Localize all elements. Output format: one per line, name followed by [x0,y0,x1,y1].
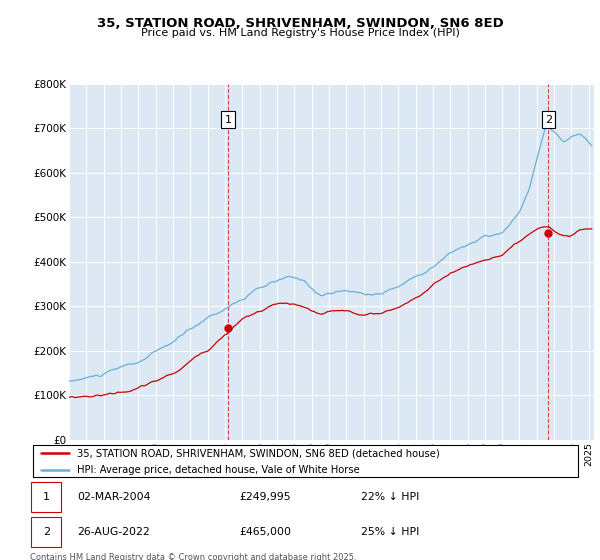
Text: £249,995: £249,995 [240,492,292,502]
Text: 2: 2 [545,115,552,124]
Text: 1: 1 [43,492,50,502]
Text: 35, STATION ROAD, SHRIVENHAM, SWINDON, SN6 8ED (detached house): 35, STATION ROAD, SHRIVENHAM, SWINDON, S… [77,448,440,458]
FancyBboxPatch shape [31,482,61,512]
Text: Contains HM Land Registry data © Crown copyright and database right 2025.
This d: Contains HM Land Registry data © Crown c… [30,553,356,560]
FancyBboxPatch shape [31,516,61,548]
Text: 02-MAR-2004: 02-MAR-2004 [77,492,151,502]
Text: HPI: Average price, detached house, Vale of White Horse: HPI: Average price, detached house, Vale… [77,465,359,475]
FancyBboxPatch shape [33,445,578,477]
Text: 2: 2 [43,527,50,537]
Text: 35, STATION ROAD, SHRIVENHAM, SWINDON, SN6 8ED: 35, STATION ROAD, SHRIVENHAM, SWINDON, S… [97,17,503,30]
Text: 25% ↓ HPI: 25% ↓ HPI [361,527,419,537]
Text: Price paid vs. HM Land Registry's House Price Index (HPI): Price paid vs. HM Land Registry's House … [140,28,460,38]
Text: 26-AUG-2022: 26-AUG-2022 [77,527,149,537]
Text: 1: 1 [224,115,232,124]
Text: £465,000: £465,000 [240,527,292,537]
Text: 22% ↓ HPI: 22% ↓ HPI [361,492,419,502]
